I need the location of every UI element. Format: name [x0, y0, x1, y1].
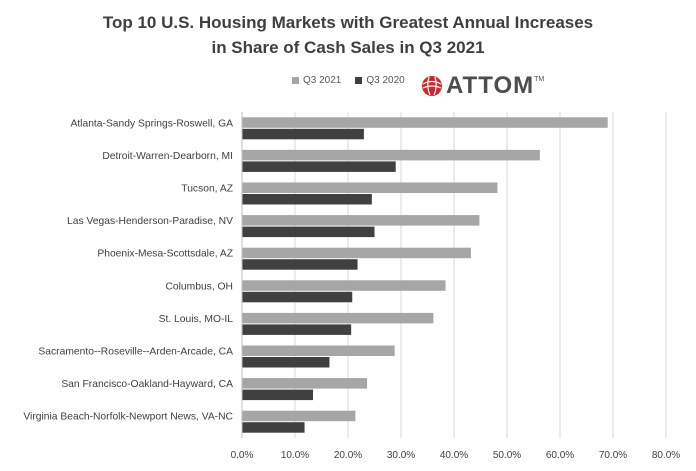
- bar-q3-2021-9: [242, 410, 356, 422]
- legend-item-q3-2021: Q3 2021: [292, 75, 341, 86]
- bar-q3-2021-8: [242, 378, 368, 389]
- x-tick-label-5: 50.0%: [493, 450, 521, 461]
- chart-legend: Q3 2021 Q3 2020: [292, 75, 419, 86]
- y-category-label-6: St. Louis, MO-IL: [159, 314, 234, 325]
- y-category-label-5: Columbus, OH: [165, 281, 233, 292]
- y-category-label-3: Las Vegas-Henderson-Paradise, NV: [67, 216, 233, 227]
- attom-logo-text: ATTOM: [446, 72, 535, 99]
- attom-globe-icon: [422, 76, 442, 96]
- x-tick-label-6: 60.0%: [546, 450, 574, 461]
- bar-q3-2020-4: [242, 259, 358, 270]
- chart-title: Top 10 U.S. Housing Markets with Greates…: [0, 10, 696, 60]
- y-category-label-2: Tucson, AZ: [181, 184, 233, 195]
- legend-item-q3-2020: Q3 2020: [355, 75, 405, 86]
- legend-label-q3-2020: Q3 2020: [366, 75, 405, 86]
- bar-q3-2020-3: [242, 226, 375, 238]
- legend-swatch-q3-2021: [292, 77, 299, 84]
- x-tick-label-3: 30.0%: [387, 450, 415, 461]
- x-tick-label-1: 10.0%: [281, 450, 309, 461]
- bar-q3-2021-4: [242, 247, 471, 259]
- x-tick-label-2: 20.0%: [334, 450, 362, 461]
- legend-label-q3-2021: Q3 2021: [303, 75, 342, 86]
- y-category-label-9: Virginia Beach-Norfolk-Newport News, VA-…: [23, 412, 233, 423]
- bar-q3-2020-7: [242, 357, 330, 368]
- y-category-label-0: Atlanta-Sandy Springs-Roswell, GA: [70, 118, 233, 129]
- bar-q3-2020-6: [242, 324, 352, 335]
- chart-title-line-1: Top 10 U.S. Housing Markets with Greates…: [102, 13, 594, 32]
- bar-q3-2021-5: [242, 280, 446, 291]
- x-tick-label-0: 0.0%: [231, 450, 254, 461]
- x-tick-label-4: 40.0%: [440, 450, 468, 461]
- bar-q3-2020-9: [242, 422, 305, 433]
- legend-swatch-q3-2020: [355, 77, 363, 84]
- bar-q3-2021-7: [242, 345, 395, 356]
- bar-q3-2021-1: [242, 149, 540, 161]
- chart-title-line-2: in Share of Cash Sales in Q3 2021: [211, 38, 485, 57]
- y-category-label-4: Phoenix-Mesa-Scottsdale, AZ: [97, 249, 233, 260]
- bar-q3-2020-5: [242, 291, 353, 303]
- x-tick-label-7: 70.0%: [599, 450, 627, 461]
- bar-q3-2021-0: [242, 117, 608, 128]
- x-tick-label-8: 80.0%: [652, 450, 680, 461]
- bar-q3-2020-8: [242, 389, 314, 401]
- y-category-label-1: Detroit-Warren-Dearborn, MI: [102, 151, 233, 162]
- attom-logo-tm: TM: [534, 76, 545, 83]
- y-category-label-8: San Francisco-Oakland-Hayward, CA: [61, 379, 233, 390]
- bar-q3-2021-3: [242, 215, 480, 226]
- bar-q3-2021-6: [242, 312, 434, 324]
- attom-logo: ATTOM TM: [421, 74, 544, 98]
- y-category-label-7: Sacramento--Roseville--Arden-Arcade, CA: [38, 347, 233, 358]
- bar-q3-2020-2: [242, 194, 372, 205]
- bar-q3-2020-1: [242, 161, 396, 172]
- bar-q3-2020-0: [242, 128, 364, 140]
- bar-q3-2021-2: [242, 182, 498, 193]
